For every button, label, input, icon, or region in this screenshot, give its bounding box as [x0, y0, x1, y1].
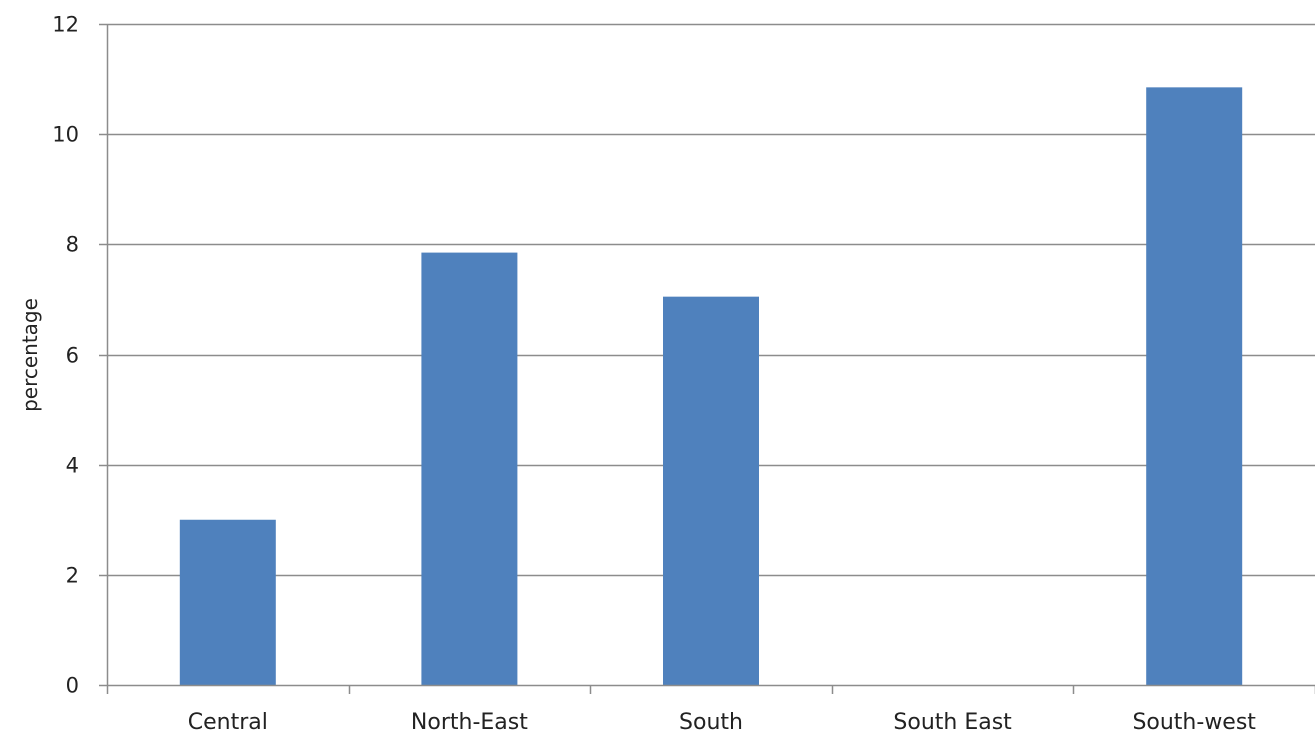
bar-south — [663, 296, 759, 685]
x-category-label: North-East — [411, 710, 528, 735]
bar-north-east — [421, 252, 518, 686]
bar-central — [179, 519, 276, 685]
x-category-label: South — [679, 710, 743, 735]
x-category-label: South-west — [1132, 710, 1256, 735]
y-axis-title: percentage — [18, 298, 42, 412]
y-tick-label: 10 — [52, 123, 79, 147]
y-tick-label: 0 — [66, 674, 79, 698]
y-tick-label: 6 — [66, 344, 79, 368]
axes — [99, 23, 1315, 694]
x-category-label: Central — [188, 710, 268, 735]
bar-group — [179, 87, 1243, 686]
x-category-label: South East — [893, 710, 1012, 735]
x-tick-labels: Central North-East South South East South-we… — [188, 710, 1257, 735]
y-tick-label: 2 — [66, 564, 79, 588]
y-tick-label: 8 — [66, 233, 79, 257]
y-tick-label: 4 — [66, 454, 79, 478]
y-tick-labels: 0 2 4 6 8 10 12 — [52, 13, 79, 698]
y-tick-label: 12 — [52, 13, 79, 37]
bar-south-west — [1146, 87, 1243, 686]
